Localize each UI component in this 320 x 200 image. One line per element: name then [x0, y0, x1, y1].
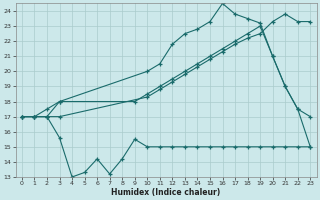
X-axis label: Humidex (Indice chaleur): Humidex (Indice chaleur): [111, 188, 221, 197]
